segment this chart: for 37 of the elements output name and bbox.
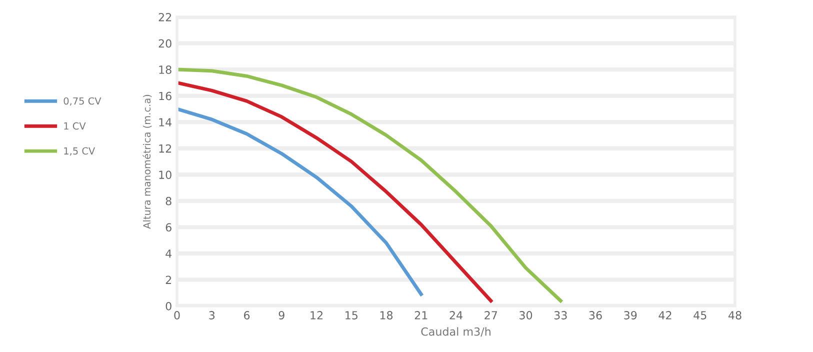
line-series bbox=[177, 80, 493, 302]
y-tick-label: 8 bbox=[166, 196, 172, 206]
legend-label: 1,5 CV bbox=[64, 147, 96, 156]
y-tick-label: 12 bbox=[159, 144, 172, 153]
x-tick-label: 15 bbox=[346, 311, 358, 320]
x-tick-label: 6 bbox=[244, 311, 250, 320]
x-tick-label: 3 bbox=[209, 311, 215, 320]
x-tick-label: 33 bbox=[554, 311, 567, 320]
x-tick-label: 9 bbox=[278, 311, 284, 320]
y-tick-label: 14 bbox=[159, 118, 172, 126]
x-tick-label: 21 bbox=[414, 311, 428, 320]
y-tick-label: 0 bbox=[166, 302, 172, 310]
x-tick-label: 27 bbox=[484, 311, 497, 320]
y-tick-label: 10 bbox=[159, 170, 172, 180]
x-tick-label: 36 bbox=[589, 311, 602, 320]
legend-label: 0,75 CV bbox=[64, 97, 102, 106]
y-tick-label: 16 bbox=[159, 92, 172, 100]
y-tick-label: 4 bbox=[166, 250, 172, 258]
x-tick-label: 30 bbox=[520, 311, 532, 320]
line-series bbox=[177, 107, 423, 296]
x-tick-label: 0 bbox=[174, 311, 180, 320]
y-tick-label: 18 bbox=[159, 66, 172, 74]
y-tick-label: 22 bbox=[158, 12, 172, 22]
x-tick-label: 39 bbox=[624, 311, 637, 320]
x-tick-label: 18 bbox=[380, 311, 393, 320]
x-axis-title: Caudal m3/h bbox=[421, 327, 490, 337]
y-tick-label: 20 bbox=[158, 39, 172, 48]
x-tick-label: 42 bbox=[658, 311, 672, 320]
y-tick-label: 6 bbox=[166, 223, 172, 232]
x-tick-label: 45 bbox=[694, 311, 706, 320]
y-tick-label: 2 bbox=[166, 276, 172, 284]
y-axis-title: Altura manométrica (m.c.a) bbox=[142, 94, 152, 229]
legend-label: 1 CV bbox=[64, 122, 86, 130]
line-series bbox=[177, 68, 562, 302]
x-tick-label: 24 bbox=[450, 311, 462, 320]
x-tick-label: 48 bbox=[728, 311, 742, 320]
x-tick-label: 12 bbox=[310, 311, 322, 320]
